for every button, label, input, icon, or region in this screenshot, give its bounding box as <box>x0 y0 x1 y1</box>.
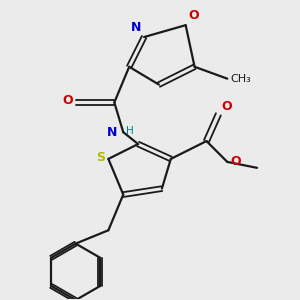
Text: O: O <box>62 94 73 107</box>
Text: S: S <box>96 151 105 164</box>
Text: O: O <box>221 100 232 113</box>
Text: H: H <box>126 126 134 136</box>
Text: N: N <box>107 126 117 139</box>
Text: O: O <box>189 9 199 22</box>
Text: O: O <box>230 155 241 168</box>
Text: CH₃: CH₃ <box>230 74 251 84</box>
Text: N: N <box>131 21 141 34</box>
